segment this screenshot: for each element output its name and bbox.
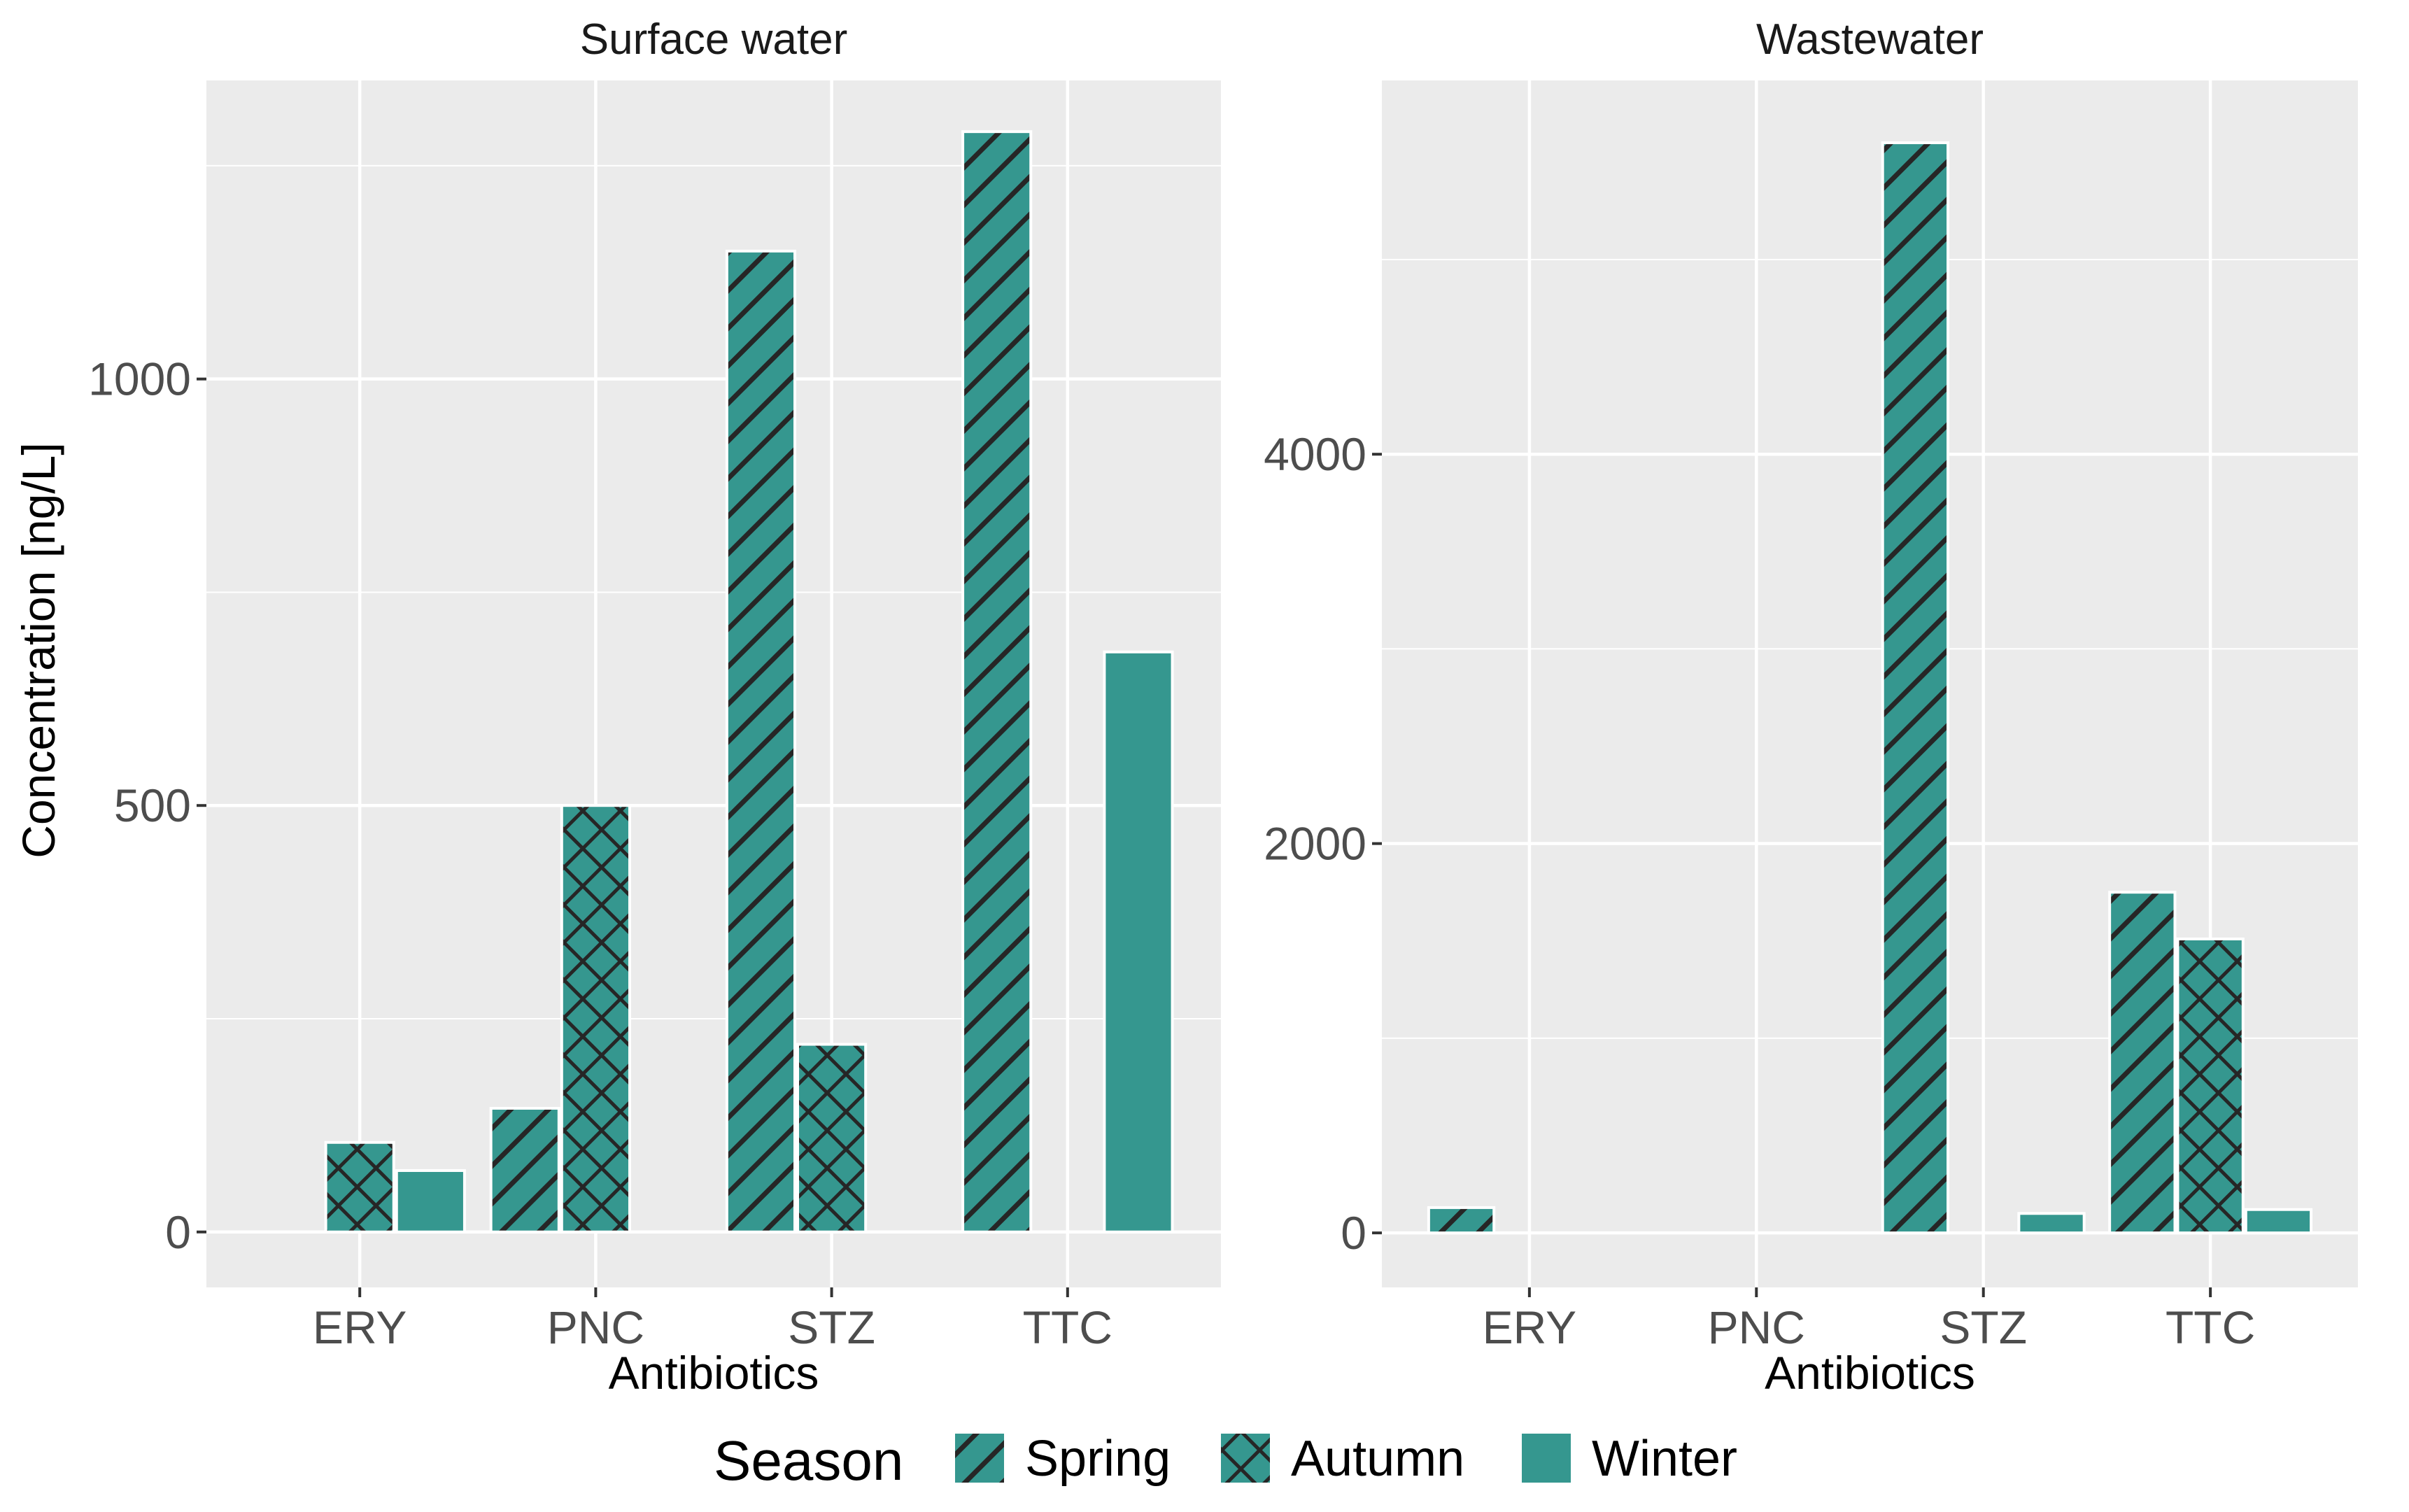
x-tick-label: TTC bbox=[1023, 1301, 1112, 1353]
legend-title: Season bbox=[714, 1429, 903, 1492]
x-tick-label: ERY bbox=[313, 1301, 407, 1353]
legend: Season Spring Autumn Winter bbox=[714, 1429, 1737, 1492]
legend-key-winter bbox=[1522, 1434, 1571, 1483]
x-tick-label: PNC bbox=[1708, 1301, 1805, 1353]
bar-spring-ttc bbox=[2108, 891, 2177, 1235]
legend-key-autumn bbox=[1221, 1434, 1270, 1483]
x-axis-title: Antibiotics bbox=[609, 1347, 819, 1399]
bar-spring-ery bbox=[1427, 1206, 1496, 1235]
bar-autumn-stz bbox=[796, 1043, 868, 1234]
bar-autumn-pnc bbox=[560, 804, 631, 1234]
panel-background bbox=[206, 80, 1221, 1287]
x-tick-label: ERY bbox=[1483, 1301, 1577, 1353]
x-axis-title: Antibiotics bbox=[1765, 1347, 1975, 1399]
x-tick-label: STZ bbox=[1940, 1301, 2027, 1353]
y-tick-label: 500 bbox=[114, 779, 191, 831]
y-tick-label: 1000 bbox=[88, 353, 191, 405]
panel-title: Surface water bbox=[580, 15, 848, 64]
bar-winter-stz bbox=[2017, 1212, 2086, 1235]
legend-label-spring: Spring bbox=[1025, 1431, 1171, 1487]
panel-title: Wastewater bbox=[1756, 15, 1984, 64]
x-tick-label: TTC bbox=[2166, 1301, 2255, 1353]
bar-spring-stz bbox=[725, 249, 797, 1234]
y-tick-label: 0 bbox=[165, 1206, 191, 1258]
x-tick-label: PNC bbox=[547, 1301, 644, 1353]
x-tick-label: STZ bbox=[788, 1301, 875, 1353]
bar-autumn-ttc bbox=[2176, 937, 2245, 1235]
y-tick-label: 4000 bbox=[1264, 428, 1366, 480]
legend-label-winter: Winter bbox=[1592, 1431, 1737, 1487]
bar-winter-ttc bbox=[1103, 650, 1174, 1234]
bar-spring-pnc bbox=[489, 1106, 560, 1234]
bar-winter-ery bbox=[395, 1168, 466, 1234]
y-tick-label: 0 bbox=[1341, 1207, 1366, 1259]
bar-spring-ttc bbox=[961, 130, 1033, 1234]
y-tick-label: 2000 bbox=[1264, 818, 1366, 870]
legend-key-spring bbox=[955, 1434, 1004, 1483]
panel-1: 0 2000 4000 ERY PNC STZ TTC Wastewater Antibioti… bbox=[1264, 15, 2358, 1399]
y-axis-title: Concentration [ng/L] bbox=[13, 442, 64, 858]
legend-label-autumn: Autumn bbox=[1291, 1431, 1464, 1487]
bar-autumn-ery bbox=[324, 1140, 395, 1234]
bar-spring-stz bbox=[1881, 141, 1950, 1235]
bar-winter-ttc bbox=[2244, 1208, 2313, 1235]
panel-0: 0 500 1000 ERY PNC STZ TTC Surface water Antibio… bbox=[13, 15, 1221, 1399]
panels-layer: 0 500 1000 ERY PNC STZ TTC Surface water Antibio… bbox=[13, 15, 2358, 1399]
